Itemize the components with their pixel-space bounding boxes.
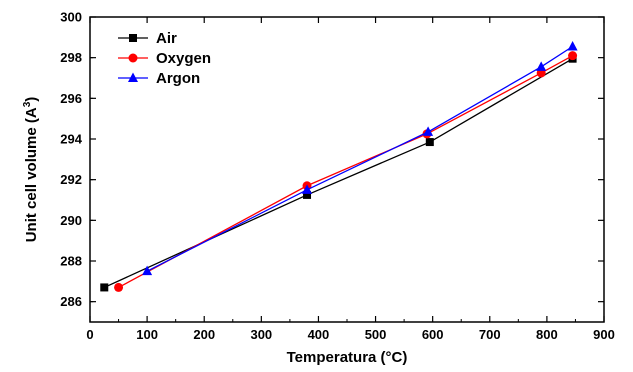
series-air bbox=[100, 54, 577, 292]
y-axis-title: Unit cell volume (A3) bbox=[22, 97, 40, 243]
x-tick-label: 200 bbox=[193, 327, 215, 342]
y-tick-label: 290 bbox=[60, 213, 82, 228]
legend-label: Argon bbox=[156, 70, 200, 87]
y-tick-label: 288 bbox=[60, 254, 82, 269]
series-argon bbox=[142, 40, 578, 276]
x-tick-label: 500 bbox=[365, 327, 387, 342]
x-tick-label: 700 bbox=[479, 327, 501, 342]
x-tick-label: 300 bbox=[250, 327, 272, 342]
x-tick-label: 600 bbox=[422, 327, 444, 342]
y-tick-label: 300 bbox=[60, 10, 82, 25]
x-tick-label: 400 bbox=[308, 327, 330, 342]
data-point bbox=[568, 51, 578, 61]
legend-item: Argon bbox=[118, 70, 200, 87]
y-axis: 286 288 290 292 294 296 298 300 bbox=[60, 10, 604, 309]
y-tick-label: 292 bbox=[60, 172, 82, 187]
data-point bbox=[114, 282, 124, 292]
legend-item: Air bbox=[118, 30, 177, 47]
legend-label: Air bbox=[156, 30, 177, 47]
x-axis: 0 100 200 300 400 500 600 700 800 900 bbox=[86, 17, 615, 342]
data-point bbox=[423, 126, 434, 136]
legend: Air Oxygen Argon bbox=[118, 30, 211, 87]
x-axis-title: Temperatura (°C) bbox=[287, 349, 408, 366]
y-axis-title-close: ) bbox=[23, 97, 40, 102]
legend-marker bbox=[129, 34, 137, 42]
legend-marker bbox=[128, 53, 138, 63]
data-point bbox=[302, 184, 313, 194]
series-layer bbox=[100, 40, 578, 292]
y-tick-label: 286 bbox=[60, 294, 82, 309]
legend-item: Oxygen bbox=[118, 50, 211, 67]
data-point bbox=[567, 40, 578, 51]
legend-label: Oxygen bbox=[156, 50, 211, 67]
data-point bbox=[536, 61, 547, 71]
x-tick-label: 100 bbox=[136, 327, 158, 342]
y-tick-label: 296 bbox=[60, 91, 82, 106]
data-point bbox=[142, 265, 153, 276]
x-tick-label: 0 bbox=[86, 327, 93, 342]
y-axis-title-superscript: 3 bbox=[22, 101, 33, 107]
legend-marker bbox=[128, 72, 138, 82]
y-tick-label: 298 bbox=[60, 50, 82, 65]
data-point bbox=[100, 283, 109, 292]
y-axis-title-main: Unit cell volume (A bbox=[23, 107, 40, 242]
data-point bbox=[303, 190, 312, 199]
data-point bbox=[425, 138, 434, 147]
x-tick-label: 900 bbox=[593, 327, 615, 342]
y-tick-label: 294 bbox=[60, 132, 82, 147]
x-tick-label: 800 bbox=[536, 327, 558, 342]
